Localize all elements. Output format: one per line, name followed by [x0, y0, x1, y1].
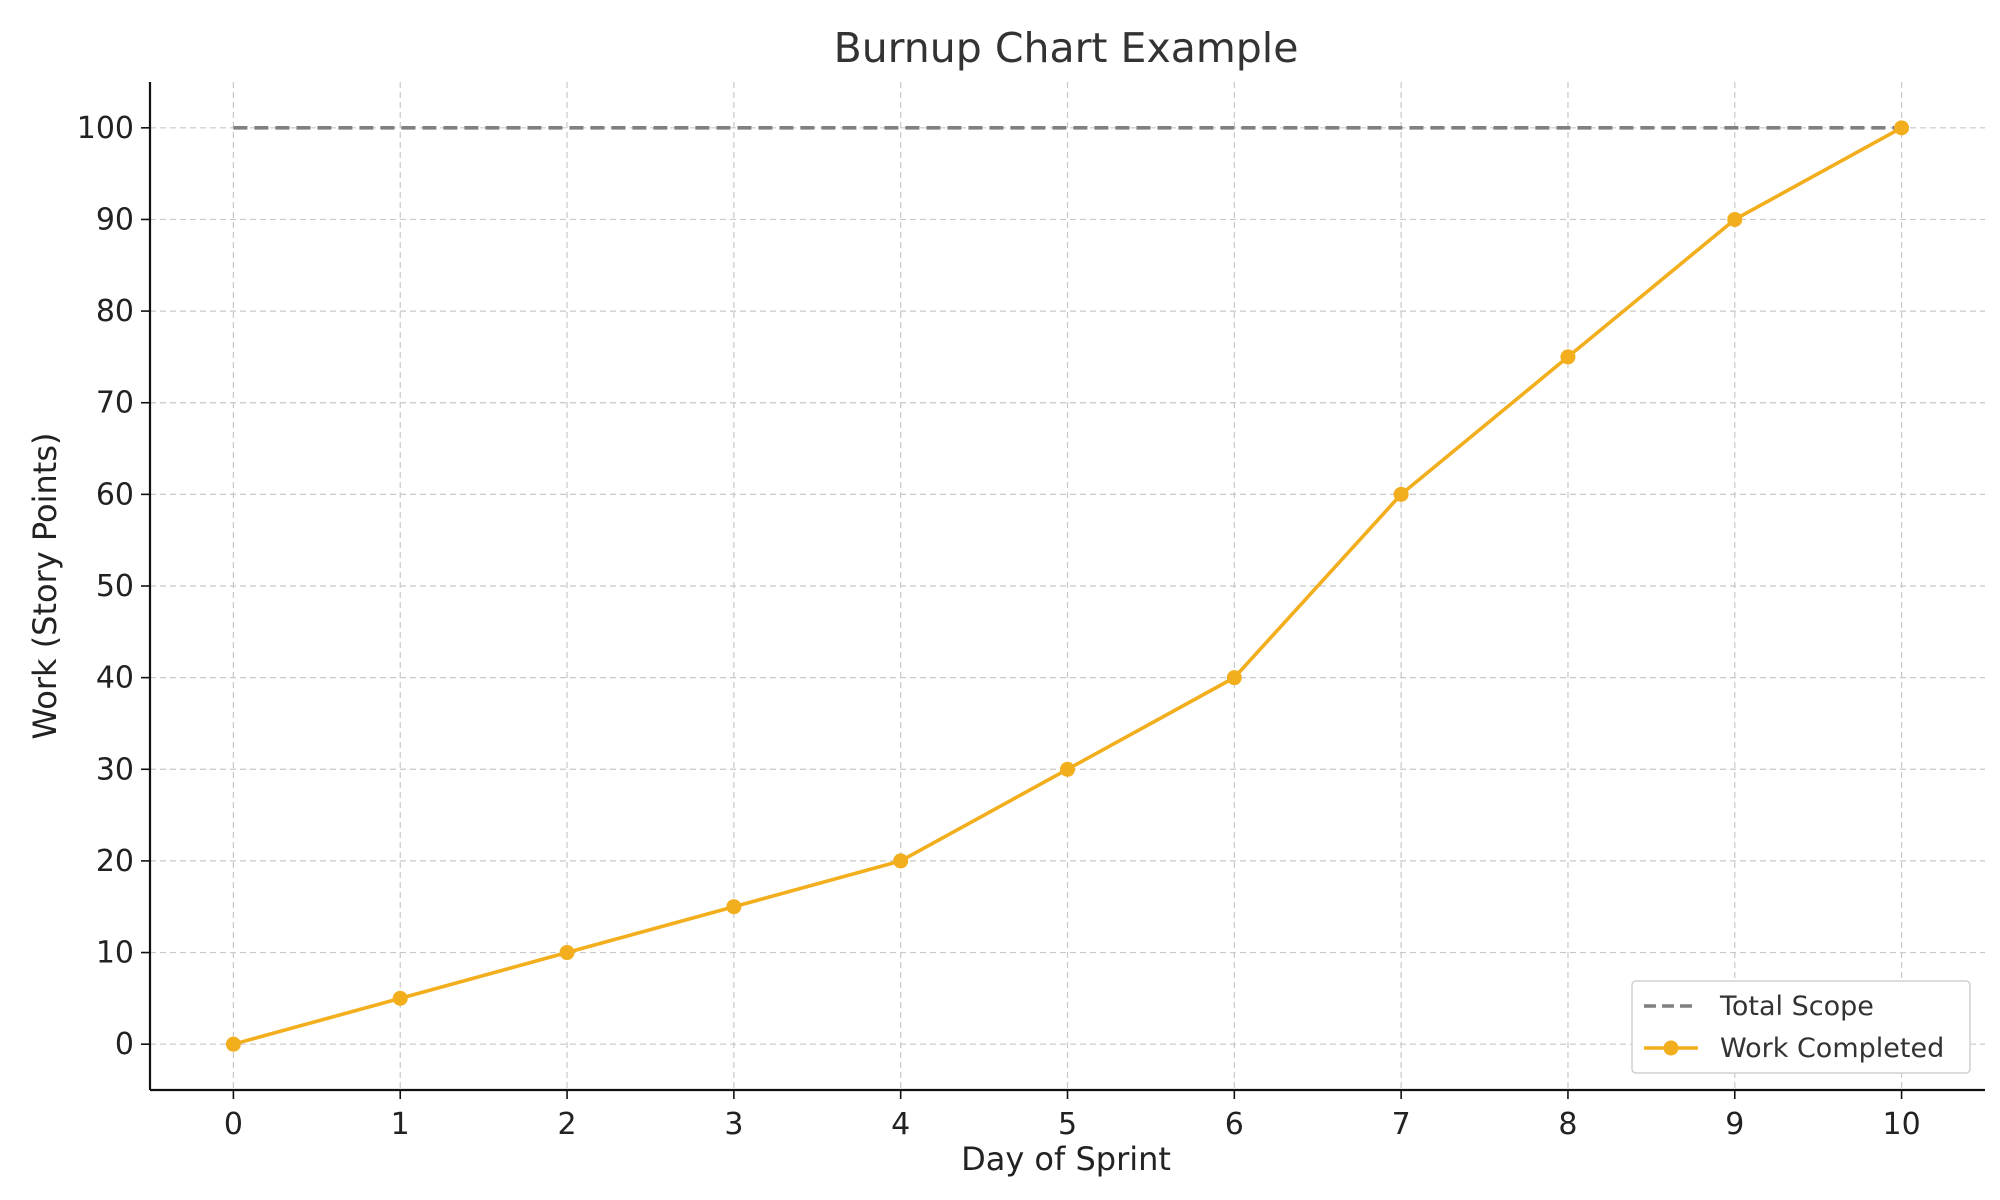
data-point-work-completed — [1560, 349, 1576, 365]
x-tick-label: 2 — [557, 1107, 576, 1142]
y-axis-label: Work (Story Points) — [26, 433, 64, 740]
x-tick-label: 0 — [224, 1107, 243, 1142]
data-point-work-completed — [893, 853, 909, 869]
data-point-work-completed — [1060, 761, 1075, 777]
series-layer — [225, 120, 1910, 1052]
y-tick-label: 20 — [96, 844, 134, 879]
x-axis-ticks: 0 1 2 3 4 5 6 7 8 9 10 — [224, 1090, 1921, 1142]
chart-title: Burnup Chart Example — [834, 24, 1299, 72]
x-tick-label: 10 — [1882, 1107, 1920, 1142]
y-tick-label: 90 — [96, 202, 134, 237]
legend-label-total-scope: Total Scope — [1719, 991, 1874, 1022]
y-axis-ticks: 0 10 20 30 40 50 60 70 80 90 100 — [77, 111, 150, 1062]
legend-marker-work-completed — [1663, 1040, 1679, 1056]
y-tick-label: 50 — [96, 569, 134, 604]
data-point-work-completed — [225, 1036, 241, 1052]
y-tick-label: 40 — [96, 661, 134, 696]
data-point-work-completed — [726, 899, 742, 915]
x-tick-label: 8 — [1558, 1107, 1577, 1142]
x-axis-label: Day of Sprint — [961, 1140, 1171, 1178]
y-tick-label: 0 — [115, 1027, 134, 1062]
x-tick-label: 9 — [1725, 1107, 1744, 1142]
data-point-work-completed — [1894, 120, 1910, 136]
y-tick-label: 80 — [96, 294, 134, 329]
x-tick-label: 3 — [724, 1107, 743, 1142]
y-tick-label: 10 — [96, 936, 134, 971]
y-tick-label: 60 — [96, 477, 134, 512]
data-point-work-completed — [1226, 670, 1242, 686]
y-tick-label: 100 — [77, 111, 134, 146]
legend-label-work-completed: Work Completed — [1720, 1033, 1944, 1064]
y-tick-label: 70 — [96, 386, 134, 421]
x-tick-label: 6 — [1225, 1107, 1244, 1142]
x-tick-label: 1 — [391, 1107, 410, 1142]
data-point-work-completed — [559, 945, 575, 961]
x-tick-label: 7 — [1392, 1107, 1411, 1142]
y-tick-label: 30 — [96, 752, 134, 787]
data-point-work-completed — [392, 990, 408, 1006]
legend: Total Scope Work Completed — [1631, 980, 1971, 1074]
grid — [150, 82, 1985, 1090]
data-point-work-completed — [1727, 211, 1743, 227]
x-tick-label: 4 — [891, 1107, 910, 1142]
x-tick-label: 5 — [1058, 1107, 1077, 1142]
legend-box — [1631, 980, 1971, 1074]
data-point-work-completed — [1393, 486, 1409, 502]
